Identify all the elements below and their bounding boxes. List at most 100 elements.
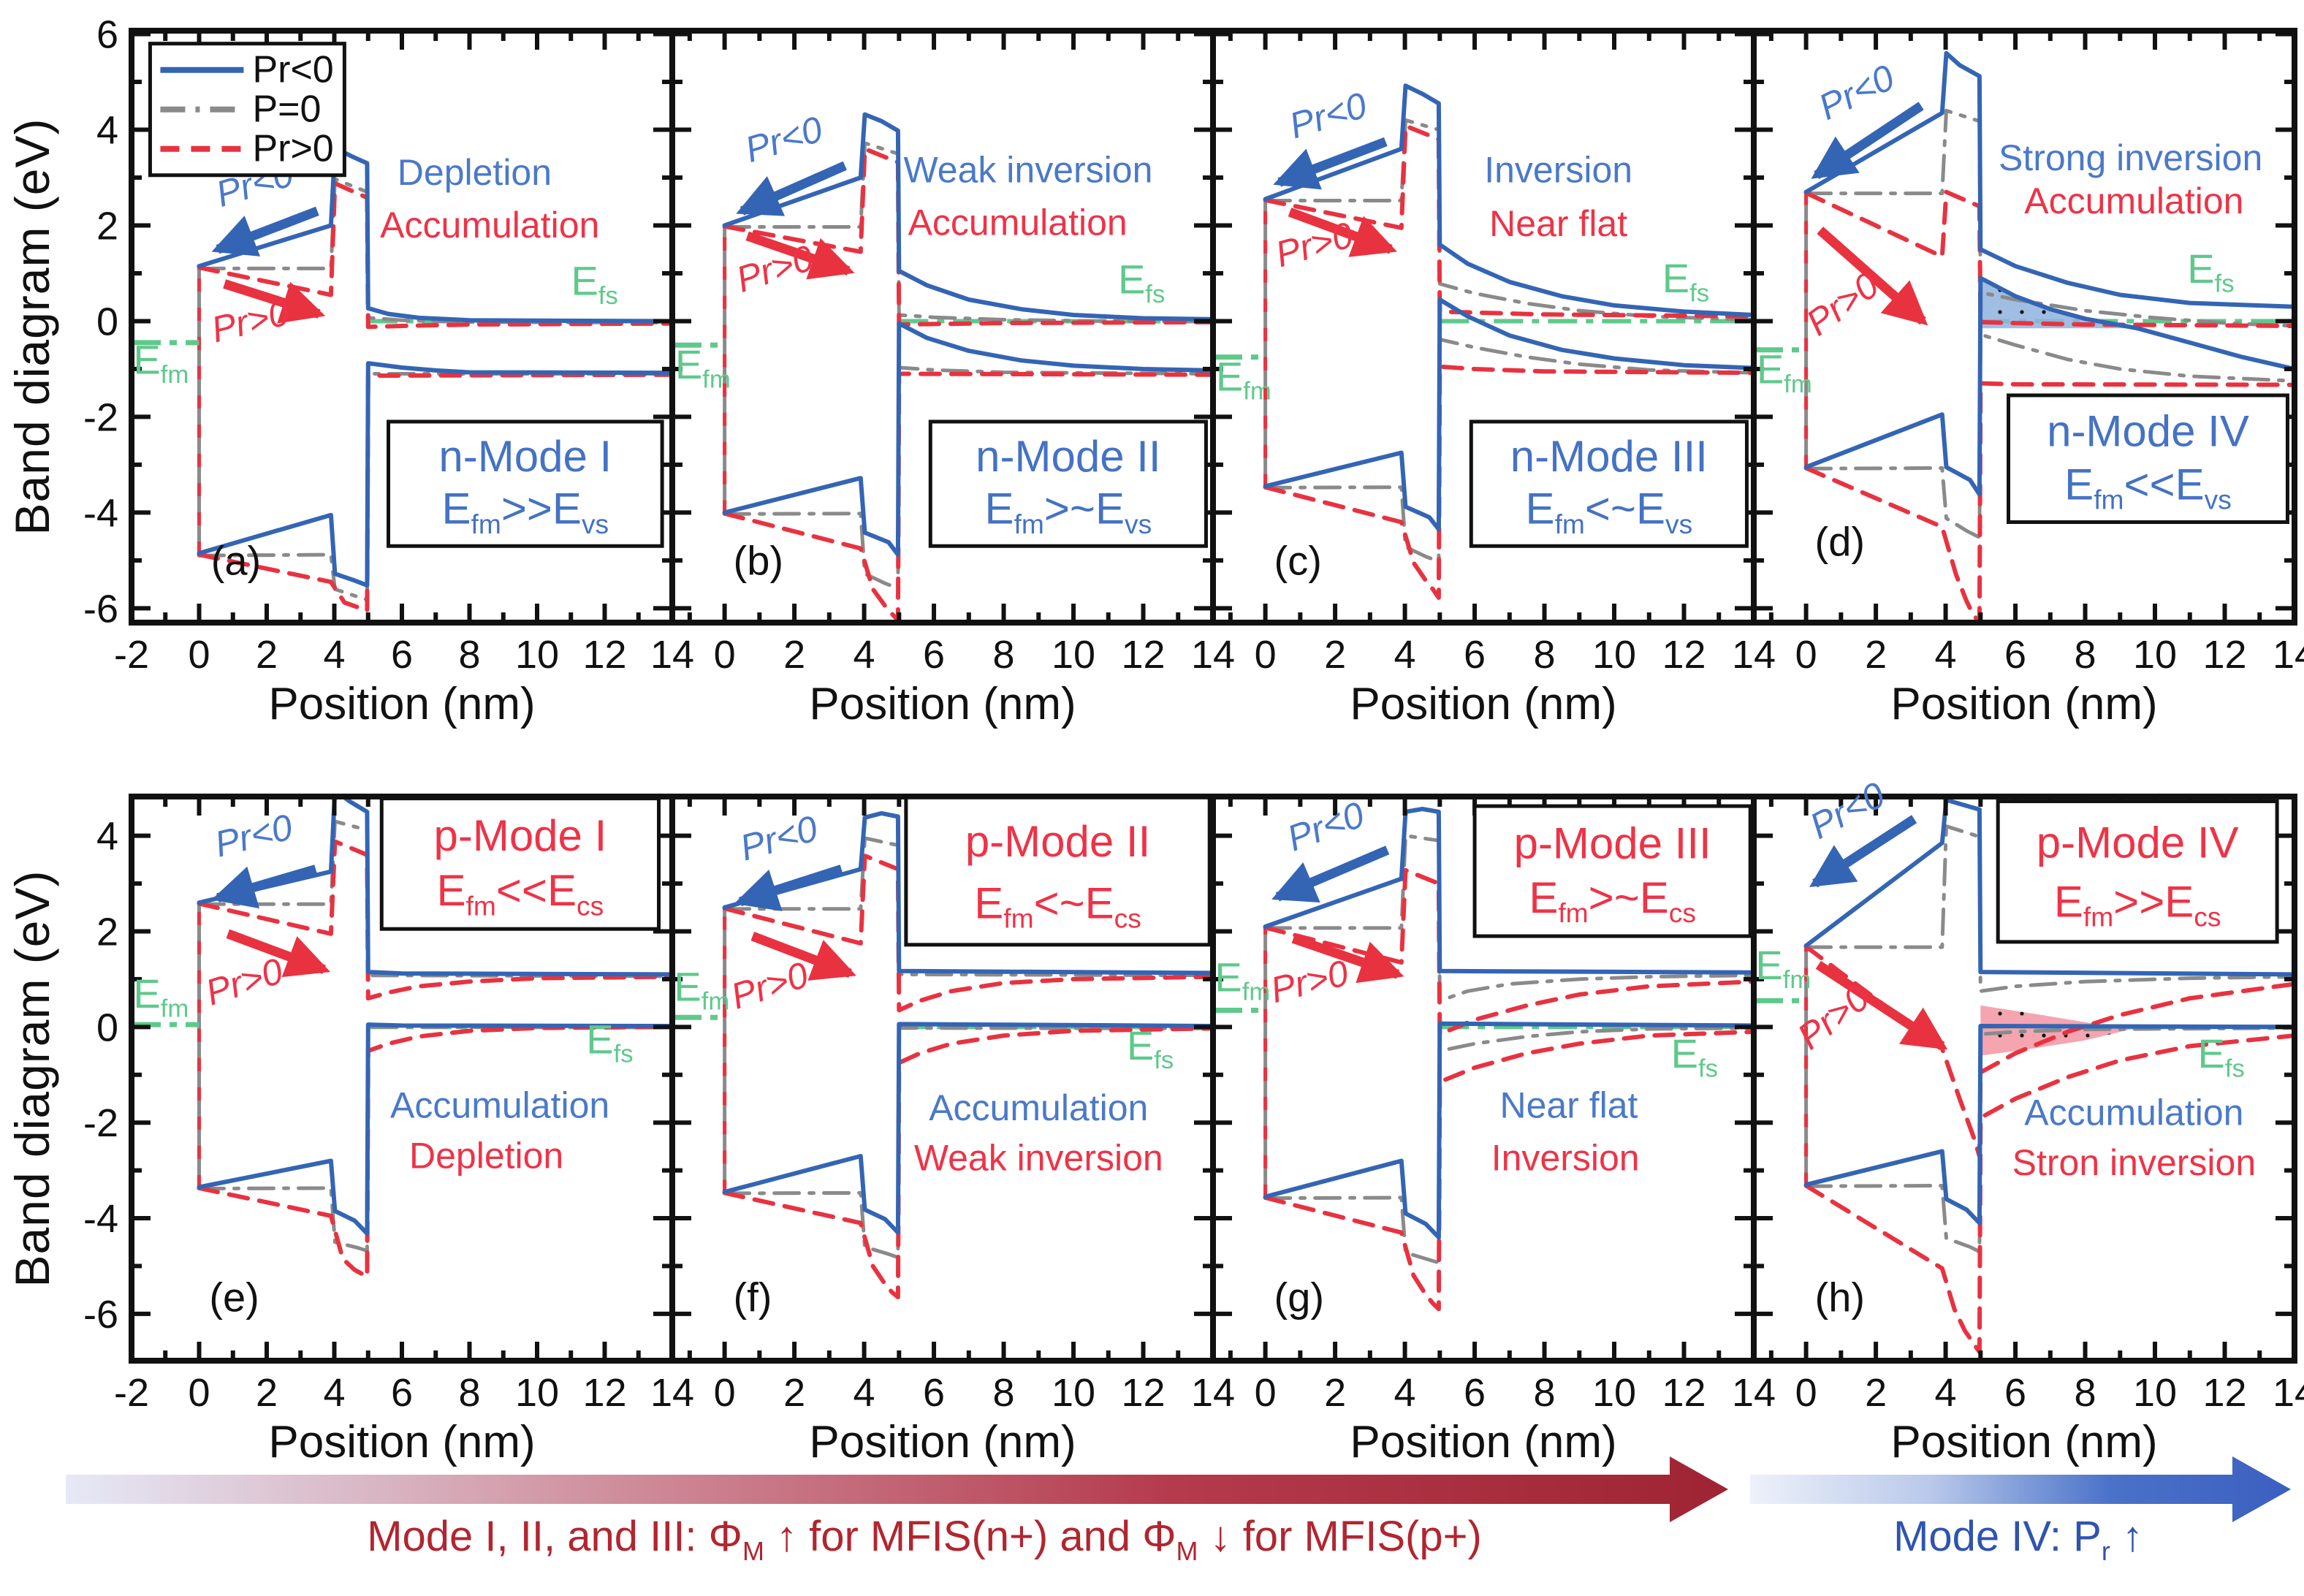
pr-positive-arrow-a [223,279,326,324]
shade-dots-d [1980,278,2138,329]
panel-c: 0 2 4 6 8 10 12 14 Position (nm) Efm Efs (c) Inversi… [1210,28,1776,729]
x-tick-label-f: 14 [1191,1371,1235,1415]
pr-positive-arrow-c [1288,208,1397,257]
curve-p0-conduction-h [1804,824,2295,993]
mode-box-condition-e: Efm<<Ecs [437,866,604,921]
y-tick-label-row1: -4 [83,491,118,535]
x-tick-label-b: 6 [923,633,945,677]
depletion-label-a: Depletion [398,152,552,193]
pr-negative-arrow-a [211,206,319,256]
x-tick-label-e: 2 [256,1371,278,1415]
y-tick-label-row1: 6 [96,13,118,57]
x-tick-label-d: 12 [2202,633,2246,677]
pr-negative-arrow-f [734,864,843,911]
y-tick-label-row2: 0 [96,1006,118,1049]
mode-box-title-b: n-Mode II [976,432,1160,481]
panel-g: 0 2 4 6 8 10 12 14 Position (nm) Efm Efs (g) Near fl… [1210,794,1776,1467]
pr-negative-label-g: Pr<0 [1282,794,1369,859]
x-axis-title-g: Position (nm) [1350,1417,1616,1467]
weak-inversion-label-b: Weak inversion [904,150,1153,191]
x-tick-label-c: 10 [1592,633,1636,677]
x-tick-label-d: 4 [1935,633,1957,677]
axes-frame-h [1751,794,2297,1364]
x-tick-label-b: 8 [993,633,1015,677]
pr-negative-label-e: Pr<0 [210,806,297,864]
curve-p0-conduction-g [1263,834,1754,1003]
pr-positive-label-b: Pr>0 [731,237,818,300]
x-tick-label-d: 8 [2075,633,2096,677]
strong-inversion-label-d: Strong inversion [1999,137,2262,178]
x-tick-label-c: 14 [1732,633,1776,677]
curve-pr-negative-conduction-d [1803,50,2295,309]
y-tick-label-row2: -6 [83,1293,118,1337]
mode-box-condition-a: Efm>>Evs [441,484,609,539]
mode-box-condition-f: Efm<~Ecs [974,879,1141,934]
mode-box-title-f: p-Mode II [965,817,1150,866]
x-tick-label-e: 4 [323,1371,345,1415]
legend: Pr<0P=0Pr>0 [148,42,346,178]
curve-pr-negative-valence-f [722,1022,1213,1235]
curve-p0-valence-a [197,372,672,602]
curve-pr-negative-valence-c [1263,297,1754,532]
x-tick-label-h: 14 [2273,1371,2304,1415]
mode-box-e: p-Mode I Efm<<Ecs [379,797,661,931]
curve-pr-positive-valence-d [1803,381,2295,623]
stron-inversion-label-h: Stron inversion [2012,1142,2257,1183]
curve-p0-conduction-d [1804,108,2295,328]
curve-pr-positive-valence-c [1263,364,1754,600]
x-tick-label-c: 8 [1534,633,1556,677]
x-tick-label-a: 4 [323,633,345,677]
mode-box-title-d: n-Mode IV [2047,406,2249,455]
x-tick-label-e: 10 [515,1371,559,1415]
x-tick-label-g: 2 [1324,1371,1346,1415]
mode-box-d: n-Mode IV Efm<<Evs [2007,393,2289,524]
efs-label-h: Efs [2198,1030,2245,1082]
accumulation-label-e: Accumulation [390,1085,609,1126]
curve-pr-positive-valence-h [1803,1033,2295,1355]
accumulation-label-a: Accumulation [380,205,599,246]
panel-letter-d: (d) [1815,518,1865,564]
accumulation-label-d: Accumulation [2024,180,2243,221]
x-axis-title-c: Position (nm) [1350,679,1616,729]
panel-c-plot-area [1263,83,1754,600]
x-tick-label-c: 12 [1662,633,1706,677]
pr-positive-arrow-f [750,931,856,981]
curve-pr-negative-valence-d [1803,276,2295,497]
efm-label-e: Efm [133,970,189,1022]
x-axis-title-a: Position (nm) [268,679,535,729]
x-tick-label-a: -2 [114,633,149,677]
x-axis-title-b: Position (nm) [809,679,1076,729]
panel-letter-a: (a) [211,538,261,584]
curve-p0-conduction-e [197,819,672,978]
panel-letter-g: (g) [1274,1274,1324,1320]
footer-arrow-mode-iv: Mode IV: Pr ↑ [1750,1456,2291,1566]
mode-box-condition-g: Efm>~Ecs [1529,873,1696,928]
pr-negative-arrow-h [1809,815,1917,888]
curve-pr-negative-conduction-e [197,797,672,977]
curve-pr-negative-conduction-b [722,112,1213,322]
panel-f: 0 2 4 6 8 10 12 14 Position (nm) Efm Efs (f) Accumul… [669,794,1235,1467]
x-tick-label-h: 6 [2004,1371,2026,1415]
x-tick-label-d: 14 [2273,633,2304,677]
x-tick-label-h: 0 [1795,1371,1817,1415]
x-tick-label-d: 6 [2004,633,2026,677]
x-tick-label-d: 2 [1865,633,1887,677]
efs-label-g: Efs [1671,1030,1718,1082]
y-tick-label-row1: 0 [96,300,118,343]
panel-letter-b: (b) [734,538,783,584]
panel-b-plot-area [722,112,1213,623]
footer-arrow-modes-i-iii: Mode I, II, and III: ΦM ↑ for MFIS(n+) a… [66,1456,1728,1566]
efs-label-c: Efs [1662,255,1709,307]
panel-e: -2 0 2 4 6 8 10 12 14 4 2 0 -2 -4 -6 Position (nm) Efm Ef… [83,794,694,1467]
panel-f-plot-area [722,810,1213,1299]
mode-box-g: p-Mode III Efm>~Ecs [1472,804,1752,938]
x-axis-title-f: Position (nm) [809,1417,1076,1467]
x-tick-label-b: 2 [783,633,805,677]
mode-box-title-e: p-Mode I [433,811,607,860]
pr-positive-label-c: Pr>0 [1271,214,1357,275]
pr-negative-arrow-g [1271,846,1390,902]
legend-label-gray: P=0 [252,88,321,131]
x-tick-label-e: 12 [582,1371,626,1415]
